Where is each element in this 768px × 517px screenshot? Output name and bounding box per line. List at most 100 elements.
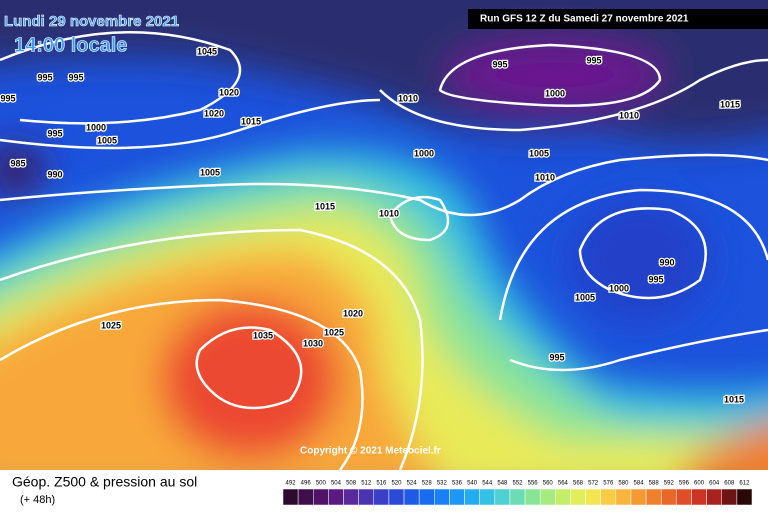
time: 14:00 locale	[14, 34, 127, 56]
legend-label: 584	[634, 481, 645, 487]
isobar-label: 1000	[86, 122, 106, 132]
isobar-label: 1010	[619, 110, 639, 120]
isobar-label: 1035	[253, 330, 273, 340]
legend-swatch	[313, 488, 329, 506]
isobar-label: 1000	[609, 283, 629, 293]
legend-swatch	[524, 488, 541, 506]
isobar-label: 1015	[241, 116, 261, 126]
legend-label: 520	[391, 481, 402, 487]
legend-swatch	[721, 488, 738, 506]
legend-swatch	[282, 488, 299, 506]
isobar-label: 1045	[197, 46, 217, 56]
legend-label: 560	[543, 481, 554, 487]
legend-label: 492	[286, 481, 297, 487]
legend-swatch	[479, 488, 496, 506]
isobar-label: 985	[10, 158, 25, 168]
legend-swatch	[691, 488, 707, 506]
legend-label: 596	[679, 481, 690, 487]
isobar-label: 1030	[303, 338, 323, 348]
isobar-labels: 1045 995 995 995 1020 1020 1015 1000 995 1005 985 9…	[0, 45, 745, 406]
legend-swatch	[297, 488, 314, 506]
legend-label: 540	[467, 481, 478, 487]
legend-label: 516	[376, 481, 387, 487]
legend-swatch	[600, 488, 617, 506]
legend-label: 504	[331, 481, 342, 487]
isobar-label: 1010	[535, 172, 555, 182]
isobar-label: 1005	[97, 135, 117, 145]
isobar-label: 1020	[343, 308, 363, 318]
isobar-label: 995	[47, 128, 62, 138]
legend-swatch	[343, 488, 359, 506]
legend-swatch	[555, 488, 571, 506]
isobar-label: 1020	[219, 87, 239, 97]
legend-label: 528	[422, 481, 433, 487]
legend-swatch	[464, 488, 480, 506]
legend-swatch	[373, 488, 390, 506]
legend-label: 564	[558, 481, 569, 487]
legend-label: 600	[694, 481, 705, 487]
legend-swatch	[509, 488, 526, 506]
run-box	[468, 9, 768, 29]
legend-label: 532	[437, 481, 448, 487]
legend-swatch	[449, 488, 465, 506]
legend-swatch	[418, 488, 435, 506]
legend-swatch	[358, 488, 375, 506]
legend-label: 536	[452, 481, 463, 487]
legend-label: 552	[512, 481, 523, 487]
legend-swatch	[585, 488, 601, 506]
legend-label: 548	[497, 481, 508, 487]
isobar-label: 1025	[101, 320, 121, 330]
legend-label: 580	[618, 481, 629, 487]
isobar-label: 995	[68, 72, 83, 82]
legend-swatch	[388, 488, 405, 506]
isobar-label: 990	[659, 257, 674, 267]
legend-swatch	[539, 488, 556, 506]
isobar-label: 1015	[315, 201, 335, 211]
legend-swatch	[570, 488, 586, 506]
legend-label: 592	[664, 481, 675, 487]
legend-label: 500	[316, 481, 327, 487]
field	[0, 0, 768, 500]
legend-label: 604	[709, 481, 720, 487]
legend-swatch	[615, 488, 632, 506]
legend-label: 496	[301, 481, 312, 487]
isobar-label: 1005	[529, 148, 549, 158]
legend-swatch	[660, 488, 677, 506]
isobar-label: 1010	[398, 93, 418, 103]
isobar-label: 995	[549, 352, 564, 362]
legend-swatch	[645, 488, 662, 506]
isobar-label: 1010	[379, 208, 399, 218]
legend-swatch	[676, 488, 692, 506]
isobar-label: 1000	[545, 88, 565, 98]
legend-label: 588	[649, 481, 660, 487]
isobar-label: 1005	[200, 167, 220, 177]
legend-label: 556	[528, 481, 539, 487]
isobar-label: 995	[37, 72, 52, 82]
isobar-label: 995	[586, 55, 601, 65]
isobar-label: 995	[648, 274, 663, 284]
legend: 492 496 500 504 508 512 516 520 524 528 532 536 540 5…	[282, 481, 753, 506]
isobar-label: 990	[47, 169, 62, 179]
isobar-label: 1020	[204, 108, 224, 118]
legend-swatch	[494, 488, 511, 506]
isobar-label: 1015	[724, 394, 744, 404]
footer-title: Géop. Z500 & pression au sol	[12, 474, 197, 490]
isobar-label: 1000	[414, 148, 434, 158]
isobar-label: 1025	[324, 327, 344, 337]
legend-swatch	[630, 488, 647, 506]
legend-label: 572	[588, 481, 599, 487]
legend-label: 524	[407, 481, 418, 487]
legend-label: 608	[724, 481, 735, 487]
legend-label: 576	[603, 481, 614, 487]
date: Lundi 29 novembre 2021	[4, 13, 179, 30]
legend-label: 612	[739, 481, 750, 487]
legend-swatch	[434, 488, 450, 506]
isobar-label: 1005	[575, 292, 595, 302]
legend-label: 512	[361, 481, 372, 487]
isobars	[0, 30, 768, 471]
legend-swatch	[736, 488, 753, 506]
legend-label: 568	[573, 481, 584, 487]
legend-swatch	[403, 488, 420, 506]
